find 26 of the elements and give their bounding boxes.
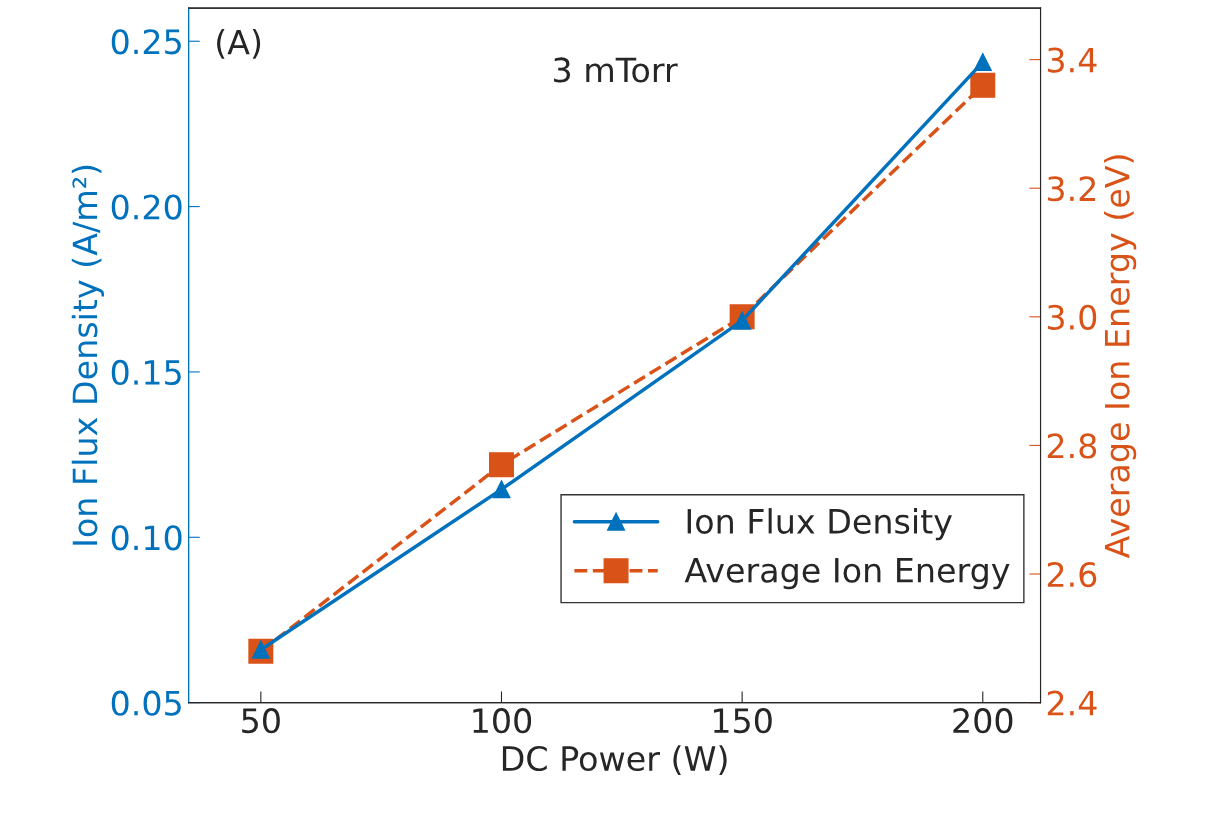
y2-tick-label: 3.2 — [1047, 176, 1096, 202]
annotation: (A) — [217, 29, 261, 59]
y2-axis-title: Average Ion Energy (eV) — [1104, 155, 1137, 559]
y2-tick-label: 2.4 — [1047, 690, 1097, 716]
legend-label: Average Ion Energy — [684, 558, 1010, 590]
y2-tick-label: 2.6 — [1047, 561, 1097, 588]
y2-tick-label: 3.0 — [1047, 304, 1097, 330]
y2-tick-label: 2.8 — [1047, 433, 1097, 459]
point — [970, 72, 996, 98]
y-tick-label: 0.15 — [111, 359, 181, 386]
y-tick-label: 0.05 — [111, 690, 181, 716]
y2-tick-label: 3.4 — [1047, 47, 1097, 73]
x-tick-label: 100 — [473, 708, 532, 734]
point — [973, 53, 992, 72]
y-tick-label: 0.25 — [111, 29, 181, 55]
x-tick-label: 200 — [953, 708, 1013, 734]
x-tick-label: 50 — [242, 708, 280, 734]
y-axis-title: Ion Flux Density (A/m²) — [71, 165, 104, 545]
point — [488, 452, 514, 478]
y-tick-label: 0.10 — [111, 525, 182, 551]
x-axis-title: DC Power (W) — [502, 745, 727, 776]
legend-label: Ion Flux Density — [687, 508, 952, 541]
point — [492, 480, 511, 499]
y-tick-label: 0.20 — [111, 194, 182, 220]
annotation: 3 mTorr — [554, 57, 678, 83]
x-tick-label: 150 — [713, 708, 772, 734]
